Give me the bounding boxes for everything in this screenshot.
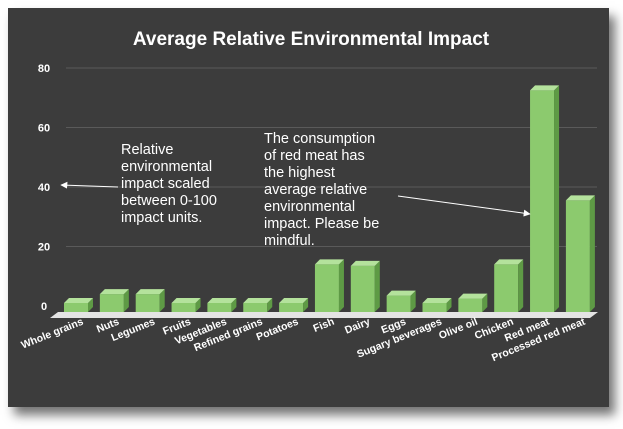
bar-front — [135, 294, 160, 312]
bar-front — [530, 90, 555, 312]
bar-top — [135, 289, 165, 295]
bar-fish — [314, 259, 344, 312]
y-tick-label: 40 — [38, 182, 50, 194]
bar-front — [314, 264, 339, 312]
bar-top — [530, 85, 560, 91]
bar-refined-grains — [243, 298, 273, 312]
y-tick-label: 60 — [38, 123, 50, 135]
bar-front — [565, 200, 590, 312]
x-tick-label: Whole grains — [19, 316, 85, 352]
bar-side — [589, 195, 595, 312]
bar-front — [494, 264, 519, 312]
bar-side — [231, 298, 237, 312]
bar-side — [267, 298, 273, 312]
y-tick-label: 20 — [38, 242, 50, 254]
bar-front — [350, 265, 375, 312]
bar-top — [314, 259, 344, 265]
bar-front — [422, 303, 447, 312]
bar-side — [518, 259, 524, 312]
bar-potatoes — [279, 298, 309, 312]
bar-top — [350, 260, 380, 266]
bar-front — [99, 294, 124, 312]
bar-top — [494, 259, 524, 265]
bar-front — [171, 303, 196, 312]
bars — [64, 85, 595, 312]
bar-vegetables — [207, 298, 237, 312]
bar-front — [386, 295, 411, 312]
bar-whole-grains — [64, 298, 93, 312]
bar-side — [123, 289, 129, 312]
red-meat-note-arrow — [397, 195, 531, 217]
bar-top — [99, 289, 129, 295]
bar-top — [386, 290, 416, 296]
bar-side — [374, 260, 380, 312]
y-tick-label: 0 — [41, 301, 47, 313]
bar-fruits — [171, 298, 201, 312]
bar-top — [64, 298, 93, 303]
y-axis: 0 20 40 60 80 — [38, 63, 50, 313]
bar-side — [554, 85, 560, 312]
bar-red-meat — [530, 85, 560, 312]
bar-side — [303, 298, 309, 312]
bar-front — [207, 303, 232, 312]
bar-top — [171, 298, 201, 303]
bar-side — [446, 298, 452, 312]
y-tick-label: 80 — [38, 63, 50, 75]
bar-olive-oil — [458, 293, 488, 312]
bar-side — [482, 293, 488, 312]
bar-front — [458, 298, 483, 312]
bar-side — [338, 259, 344, 312]
bar-sugary-beverages — [422, 298, 452, 312]
bar-side — [410, 290, 416, 312]
bar-top — [565, 195, 595, 201]
scale-note-arrow — [60, 181, 119, 189]
chart-floor — [50, 312, 598, 318]
scale-note: Relative environmental impact scaled bet… — [121, 142, 217, 226]
red-meat-note: The consumption of red meat has the high… — [264, 131, 380, 249]
x-tick-label: Olive oil — [437, 316, 479, 342]
bar-side — [159, 289, 165, 312]
bar-front — [64, 303, 88, 312]
bar-top — [207, 298, 237, 303]
bar-top — [279, 298, 309, 303]
bar-eggs — [386, 290, 416, 312]
bar-nuts — [99, 289, 129, 312]
bar-top — [422, 298, 452, 303]
bar-top — [458, 293, 488, 299]
bar-legumes — [135, 289, 165, 312]
bar-chicken — [494, 259, 524, 312]
bar-front — [279, 303, 304, 312]
bar-side — [88, 298, 93, 312]
bar-processed-red-meat — [565, 195, 595, 312]
x-tick-label: Dairy — [343, 316, 372, 337]
bar-front — [243, 303, 268, 312]
chart-panel — [8, 8, 609, 407]
bar-side — [195, 298, 201, 312]
gridlines — [66, 67, 597, 247]
chart-title: Average Relative Environmental Impact — [133, 29, 490, 50]
x-tick-label: Fish — [312, 316, 337, 335]
bar-dairy — [350, 260, 380, 312]
bar-top — [243, 298, 273, 303]
